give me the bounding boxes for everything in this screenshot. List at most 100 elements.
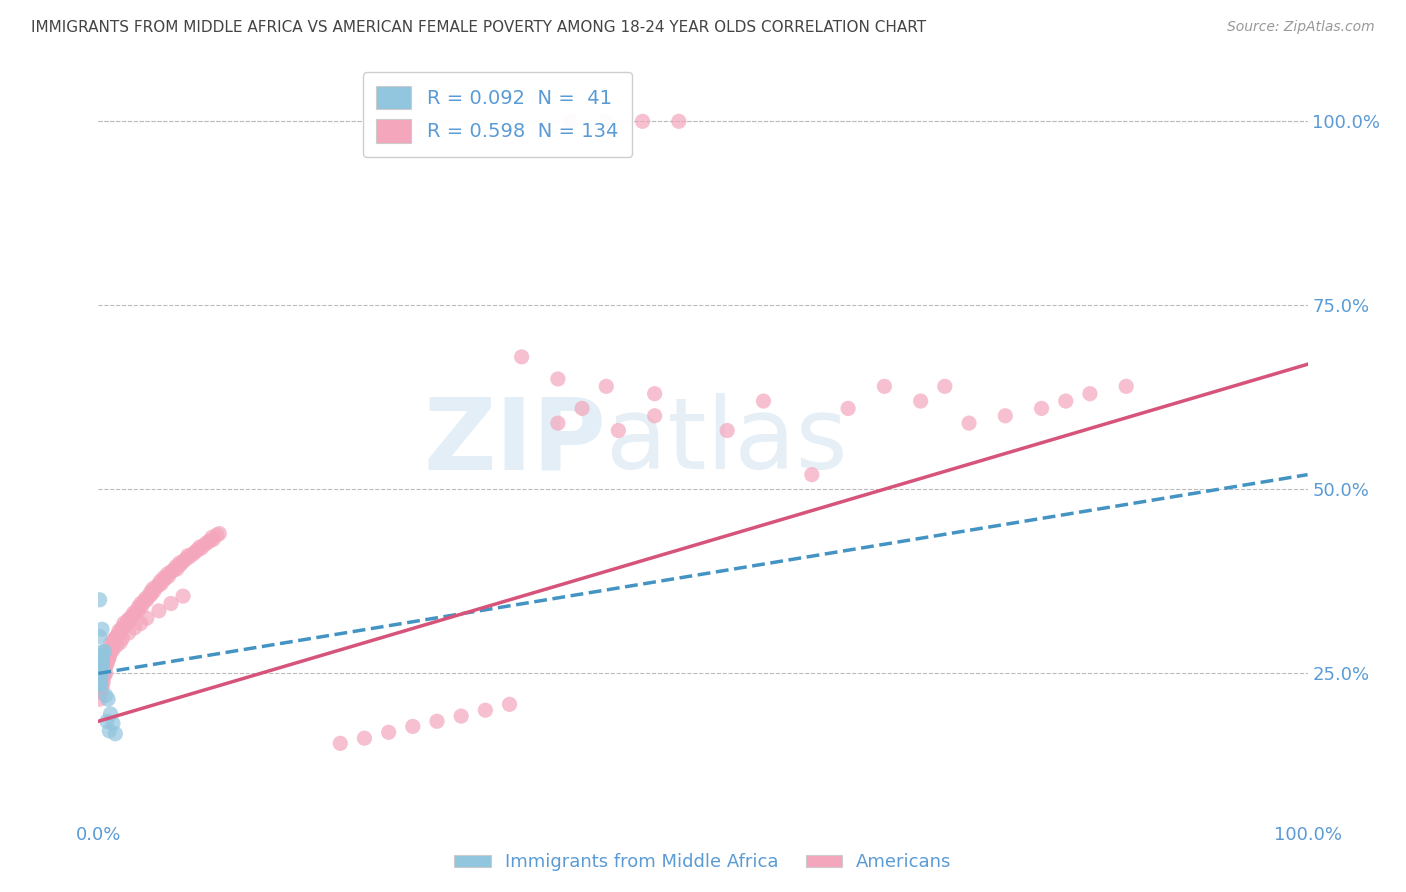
Point bbox=[89, 656, 111, 670]
Point bbox=[91, 648, 114, 662]
Point bbox=[91, 651, 114, 665]
Point bbox=[202, 533, 225, 547]
Point bbox=[134, 594, 156, 608]
Point bbox=[90, 670, 112, 684]
Point bbox=[90, 657, 112, 672]
Point bbox=[90, 677, 112, 691]
Point bbox=[105, 630, 128, 644]
Point bbox=[111, 621, 134, 635]
Point bbox=[94, 659, 117, 673]
Point bbox=[90, 668, 112, 682]
Point bbox=[89, 692, 111, 706]
Point bbox=[571, 401, 593, 416]
Point bbox=[837, 401, 859, 416]
Point bbox=[91, 665, 114, 679]
Point bbox=[90, 680, 112, 694]
Point bbox=[89, 685, 111, 699]
Point bbox=[153, 572, 176, 586]
Point bbox=[89, 670, 111, 684]
Point bbox=[177, 549, 200, 563]
Point bbox=[139, 585, 162, 599]
Point bbox=[201, 530, 224, 544]
Point bbox=[353, 731, 375, 746]
Point bbox=[101, 639, 124, 653]
Point bbox=[108, 635, 131, 649]
Point bbox=[90, 660, 112, 674]
Point bbox=[112, 616, 135, 631]
Point bbox=[89, 663, 111, 677]
Point bbox=[98, 643, 121, 657]
Point bbox=[184, 545, 207, 559]
Text: Source: ZipAtlas.com: Source: ZipAtlas.com bbox=[1227, 20, 1375, 34]
Point bbox=[111, 631, 134, 645]
Point bbox=[90, 663, 112, 677]
Point bbox=[165, 559, 187, 574]
Point bbox=[90, 653, 112, 667]
Point bbox=[93, 656, 115, 670]
Point bbox=[107, 628, 129, 642]
Point bbox=[957, 416, 980, 430]
Point bbox=[96, 650, 118, 665]
Point bbox=[91, 657, 114, 672]
Point bbox=[377, 725, 399, 739]
Point bbox=[91, 675, 114, 690]
Point bbox=[97, 646, 120, 660]
Point bbox=[498, 698, 520, 712]
Point bbox=[108, 624, 131, 638]
Point bbox=[89, 592, 111, 607]
Point bbox=[595, 114, 617, 128]
Point bbox=[104, 631, 127, 645]
Point bbox=[1115, 379, 1137, 393]
Point bbox=[450, 709, 472, 723]
Point bbox=[160, 565, 183, 579]
Point bbox=[188, 540, 211, 554]
Point bbox=[93, 668, 115, 682]
Point bbox=[100, 637, 122, 651]
Point bbox=[426, 714, 449, 729]
Point bbox=[89, 665, 111, 679]
Point bbox=[752, 394, 775, 409]
Point bbox=[91, 653, 114, 667]
Point bbox=[162, 563, 184, 577]
Point bbox=[595, 379, 617, 393]
Point bbox=[97, 653, 120, 667]
Point bbox=[96, 714, 118, 729]
Point bbox=[128, 601, 150, 615]
Point bbox=[166, 562, 188, 576]
Point bbox=[90, 685, 112, 699]
Point bbox=[631, 114, 654, 128]
Point bbox=[179, 550, 201, 565]
Point bbox=[91, 666, 114, 681]
Point bbox=[91, 663, 114, 677]
Point bbox=[129, 616, 152, 631]
Point bbox=[91, 677, 114, 691]
Point bbox=[96, 657, 118, 672]
Point bbox=[124, 621, 146, 635]
Point bbox=[156, 567, 179, 582]
Point bbox=[101, 643, 124, 657]
Point bbox=[108, 626, 131, 640]
Point bbox=[100, 640, 122, 655]
Point bbox=[607, 424, 630, 438]
Point bbox=[547, 416, 569, 430]
Point bbox=[172, 555, 194, 569]
Point bbox=[89, 660, 111, 674]
Point bbox=[90, 673, 112, 688]
Point bbox=[148, 604, 170, 618]
Legend: Immigrants from Middle Africa, Americans: Immigrants from Middle Africa, Americans bbox=[447, 847, 959, 879]
Point bbox=[94, 689, 117, 703]
Point bbox=[1078, 386, 1101, 401]
Point bbox=[93, 660, 115, 674]
Text: atlas: atlas bbox=[606, 393, 848, 490]
Point bbox=[91, 670, 114, 684]
Point bbox=[169, 556, 191, 570]
Point bbox=[89, 673, 111, 687]
Point bbox=[91, 681, 114, 695]
Point bbox=[716, 424, 738, 438]
Point bbox=[172, 589, 194, 603]
Point bbox=[129, 597, 152, 611]
Text: IMMIGRANTS FROM MIDDLE AFRICA VS AMERICAN FEMALE POVERTY AMONG 18-24 YEAR OLDS C: IMMIGRANTS FROM MIDDLE AFRICA VS AMERICA… bbox=[31, 20, 927, 35]
Point bbox=[994, 409, 1017, 423]
Point bbox=[89, 677, 111, 691]
Point bbox=[89, 673, 111, 688]
